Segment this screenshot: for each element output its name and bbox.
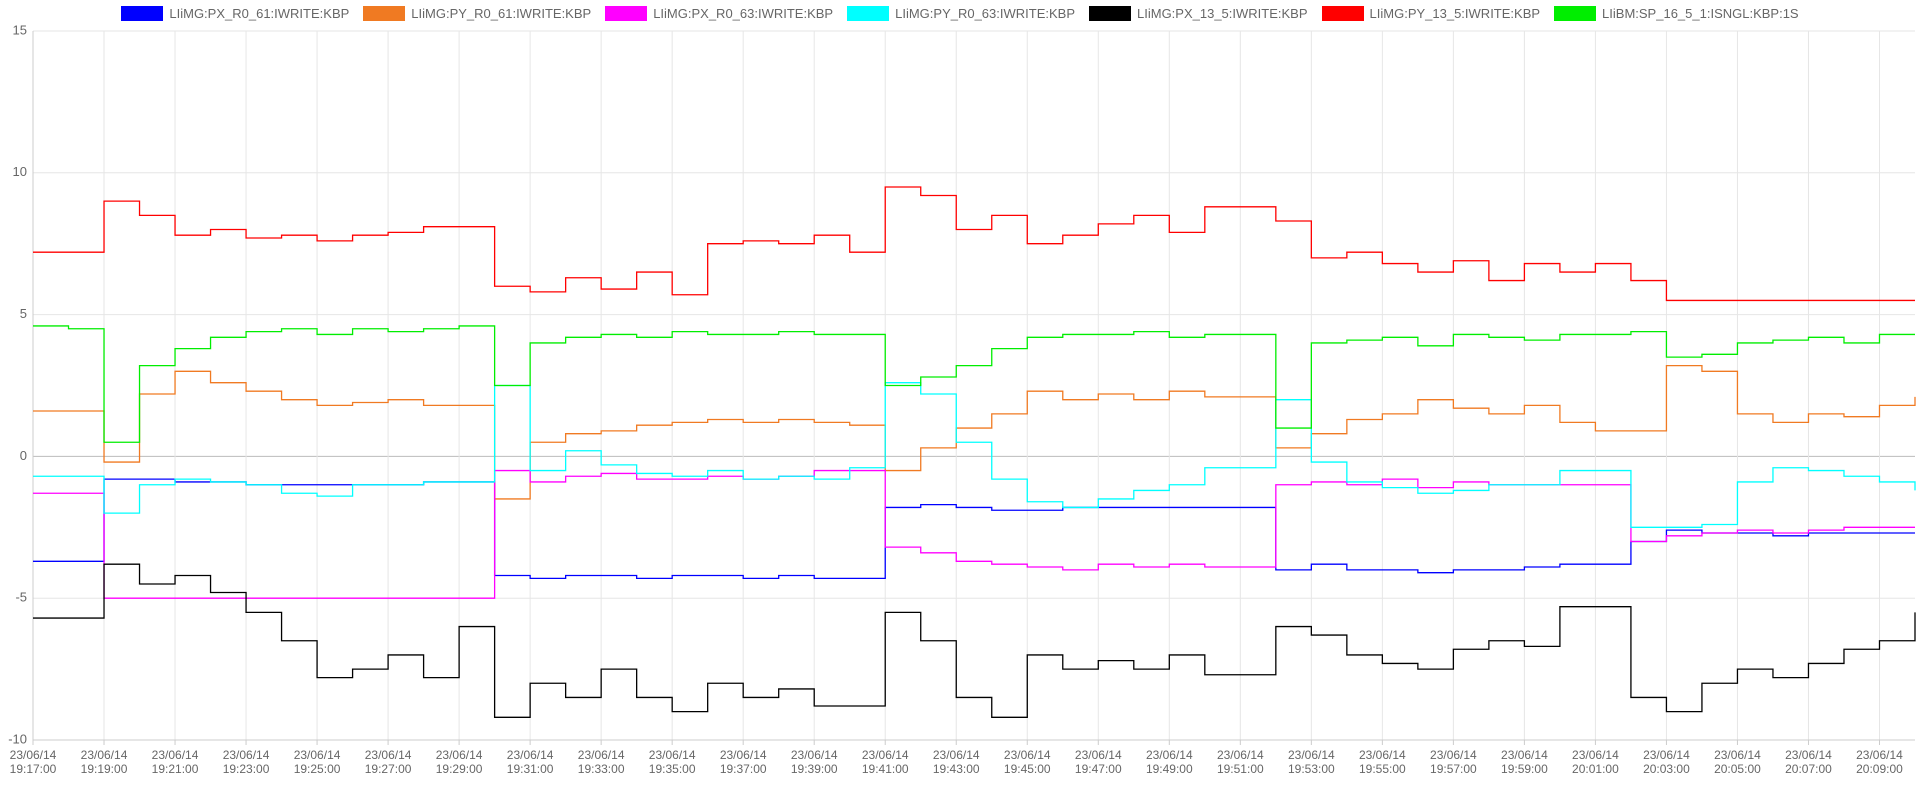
x-tick-label: 23/06/14 19:25:00 bbox=[293, 748, 341, 776]
x-tick-label: 23/06/14 20:03:00 bbox=[1643, 748, 1690, 776]
legend-item[interactable]: LIiMG:PX_R0_61:IWRITE:KBP bbox=[121, 6, 349, 21]
legend-swatch bbox=[363, 6, 406, 21]
x-tick-label: 23/06/14 19:55:00 bbox=[1358, 748, 1406, 776]
x-tick-label: 23/06/14 19:47:00 bbox=[1074, 748, 1122, 776]
legend-label: LIiMG:PX_R0_63:IWRITE:KBP bbox=[653, 6, 834, 21]
series-line bbox=[33, 364, 1916, 500]
x-tick-label: 23/06/14 19:33:00 bbox=[577, 748, 625, 776]
legend-swatch bbox=[847, 6, 890, 21]
y-tick-label: 5 bbox=[20, 306, 27, 321]
x-tick-label: 23/06/14 19:39:00 bbox=[790, 748, 838, 776]
legend-swatch bbox=[121, 6, 164, 21]
x-tick-label: 23/06/14 20:07:00 bbox=[1785, 748, 1832, 776]
legend-item[interactable]: LIiMG:PY_R0_61:IWRITE:KBP bbox=[363, 6, 591, 21]
x-tick-label: 23/06/14 19:21:00 bbox=[151, 748, 199, 776]
x-tick-label: 23/06/14 19:49:00 bbox=[1145, 748, 1193, 776]
legend-swatch bbox=[1089, 6, 1132, 21]
series-line bbox=[33, 325, 1915, 443]
x-tick-label: 23/06/14 19:43:00 bbox=[932, 748, 980, 776]
legend-swatch bbox=[1554, 6, 1597, 21]
x-tick-label: 23/06/14 19:35:00 bbox=[648, 748, 696, 776]
x-tick-label: 23/06/14 19:27:00 bbox=[364, 748, 412, 776]
series-line bbox=[33, 469, 1915, 599]
x-tick-label: 23/06/14 20:01:00 bbox=[1572, 748, 1619, 776]
x-tick-label: 23/06/14 19:57:00 bbox=[1430, 748, 1477, 776]
x-tick-label: 23/06/14 19:23:00 bbox=[222, 748, 270, 776]
x-tick-label: 23/06/14 19:19:00 bbox=[80, 748, 128, 776]
legend-item[interactable]: LIiMG:PY_R0_63:IWRITE:KBP bbox=[847, 6, 1075, 21]
x-tick-label: 23/06/14 19:37:00 bbox=[719, 748, 767, 776]
legend-item[interactable]: LIiMG:PX_R0_63:IWRITE:KBP bbox=[605, 6, 833, 21]
legend-label: LIiMG:PX_13_5:IWRITE:KBP bbox=[1137, 6, 1308, 21]
legend-label: LIiMG:PY_13_5:IWRITE:KBP bbox=[1369, 6, 1541, 21]
series-line bbox=[33, 382, 1916, 528]
x-tick-label: 23/06/14 19:31:00 bbox=[506, 748, 554, 776]
x-tick-label: 23/06/14 19:17:00 bbox=[9, 748, 57, 776]
x-tick-label: 23/06/14 19:59:00 bbox=[1501, 748, 1548, 776]
legend-item[interactable]: LIiMG:PY_13_5:IWRITE:KBP bbox=[1321, 6, 1541, 21]
legend-label: LIiMG:PY_R0_61:IWRITE:KBP bbox=[411, 6, 592, 21]
legend-item[interactable]: LIiBM:SP_16_5_1:ISNGL:KBP:1S bbox=[1554, 6, 1799, 21]
y-tick-label: 15 bbox=[13, 22, 27, 37]
legend-label: LIiBM:SP_16_5_1:ISNGL:KBP:1S bbox=[1602, 6, 1799, 21]
legend-swatch bbox=[605, 6, 648, 21]
x-tick-label: 23/06/14 19:41:00 bbox=[861, 748, 909, 776]
legend-label: LIiMG:PY_R0_63:IWRITE:KBP bbox=[895, 6, 1076, 21]
y-tick-label: -10 bbox=[8, 731, 27, 746]
y-tick-label: 0 bbox=[20, 448, 27, 463]
x-tick-label: 23/06/14 19:45:00 bbox=[1003, 748, 1051, 776]
legend: LIiMG:PX_R0_61:IWRITE:KBP LIiMG:PY_R0_61:… bbox=[0, 6, 1920, 21]
legend-swatch bbox=[1321, 6, 1364, 21]
x-tick-label: 23/06/14 19:29:00 bbox=[435, 748, 483, 776]
x-tick-label: 23/06/14 19:51:00 bbox=[1216, 748, 1264, 776]
series-line bbox=[33, 563, 1916, 718]
series-line bbox=[33, 186, 1915, 302]
legend-label: LIiMG:PX_R0_61:IWRITE:KBP bbox=[169, 6, 350, 21]
y-tick-label: -5 bbox=[15, 590, 27, 605]
x-tick-label: 23/06/14 20:09:00 bbox=[1856, 748, 1903, 776]
x-tick-label: 23/06/14 19:53:00 bbox=[1287, 748, 1335, 776]
x-tick-label: 23/06/14 20:05:00 bbox=[1714, 748, 1761, 776]
series-line bbox=[33, 478, 1915, 579]
legend-item[interactable]: LIiMG:PX_13_5:IWRITE:KBP bbox=[1089, 6, 1308, 21]
y-tick-label: 10 bbox=[13, 164, 27, 179]
